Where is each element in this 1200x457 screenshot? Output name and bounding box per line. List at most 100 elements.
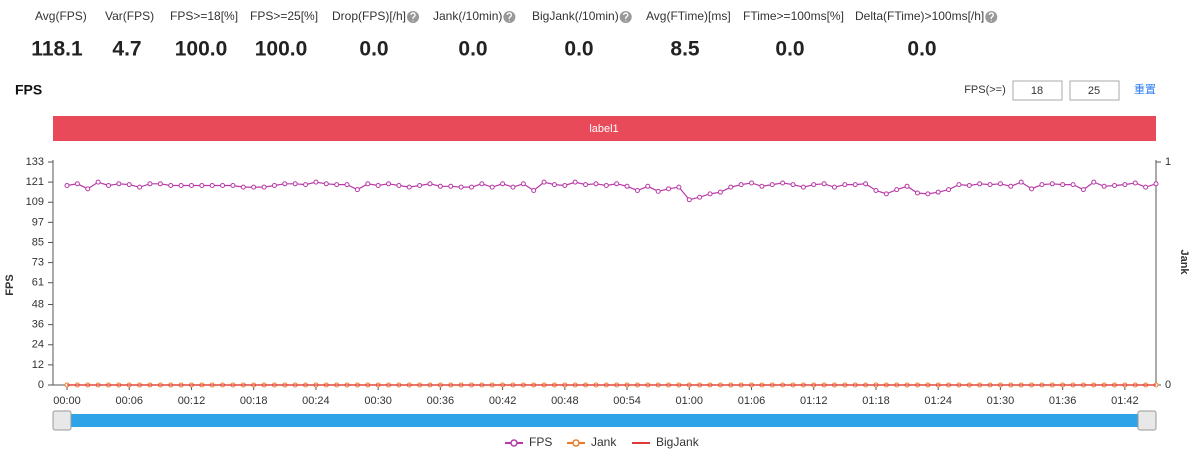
data-point	[977, 181, 983, 187]
y2-tick-label: 1	[1165, 156, 1171, 168]
data-point	[1122, 182, 1128, 188]
data-point	[126, 182, 132, 188]
slider-handle[interactable]	[1137, 410, 1157, 431]
metric-label: Jank(/10min)	[433, 9, 502, 23]
help-icon-glyph	[988, 12, 994, 22]
data-point	[354, 187, 360, 193]
data-point	[137, 184, 143, 190]
data-point	[697, 194, 703, 200]
data-point	[313, 179, 319, 185]
metric-value: 0.0	[775, 38, 804, 61]
data-point	[593, 181, 599, 187]
x-tick-label: 01:42	[1111, 395, 1139, 407]
data-point	[458, 184, 464, 190]
data-point	[1091, 179, 1097, 185]
series-line	[66, 181, 1157, 201]
data-point	[105, 182, 111, 188]
x-tick-label: 00:06	[115, 395, 143, 407]
y-tick-label: 0	[38, 379, 44, 391]
data-point	[738, 182, 744, 188]
data-point	[780, 180, 786, 186]
data-point	[251, 184, 257, 190]
data-point	[386, 181, 392, 187]
data-point	[188, 182, 194, 188]
x-tick-label: 00:36	[427, 395, 455, 407]
data-point	[863, 181, 869, 187]
metric-label: Var(FPS)	[105, 9, 154, 23]
data-point	[375, 182, 381, 188]
data-point	[64, 182, 70, 188]
x-tick-label: 00:24	[302, 395, 330, 407]
data-point	[1029, 186, 1035, 192]
y-tick-label: 73	[32, 257, 44, 269]
zoom-slider[interactable]	[53, 414, 1156, 427]
data-point	[1112, 182, 1118, 188]
data-point	[894, 187, 900, 193]
data-point	[676, 184, 682, 190]
y-tick-label: 121	[26, 176, 44, 188]
help-icon-glyph	[410, 12, 416, 22]
reset-link[interactable]: 重置	[1134, 82, 1156, 96]
data-point	[769, 182, 775, 188]
data-point	[323, 181, 329, 187]
data-point	[562, 182, 568, 188]
data-point	[479, 181, 485, 187]
data-point	[873, 188, 879, 194]
legend-label: Jank	[591, 435, 617, 449]
data-point	[334, 182, 340, 188]
legend-label: BigJank	[656, 435, 700, 449]
data-point	[199, 182, 205, 188]
y-axis-title: FPS	[4, 274, 16, 295]
data-point	[666, 186, 672, 192]
y-tick-label: 85	[32, 236, 44, 248]
metric-value: 0.0	[458, 38, 487, 61]
data-point	[821, 181, 827, 187]
slider-handle[interactable]	[52, 410, 72, 431]
metric-value: 118.1	[31, 38, 83, 61]
data-point	[935, 189, 941, 195]
data-point	[1153, 181, 1159, 187]
data-point	[1018, 179, 1024, 185]
data-point	[759, 183, 765, 189]
data-point	[1008, 183, 1014, 189]
threshold-input[interactable]	[1012, 80, 1063, 101]
data-point	[541, 179, 547, 185]
x-tick-label: 01:06	[738, 395, 766, 407]
data-point	[1080, 187, 1086, 193]
data-point	[147, 181, 153, 187]
y-tick-label: 109	[26, 196, 44, 208]
data-point	[811, 182, 817, 188]
data-point	[717, 189, 723, 195]
data-point	[157, 181, 163, 187]
data-point	[966, 182, 972, 188]
data-point	[1070, 182, 1076, 188]
data-point	[448, 183, 454, 189]
data-point	[603, 182, 609, 188]
legend-marker	[510, 439, 518, 447]
x-tick-label: 00:48	[551, 395, 579, 407]
data-point	[406, 184, 412, 190]
x-tick-label: 00:30	[364, 395, 392, 407]
metric-value: 0.0	[564, 38, 593, 61]
x-tick-label: 00:54	[613, 395, 641, 407]
y-tick-label: 97	[32, 216, 44, 228]
data-point	[303, 182, 309, 188]
threshold-input[interactable]	[1069, 80, 1120, 101]
data-point	[997, 181, 1003, 187]
data-point	[95, 179, 101, 185]
y2-axis-title: Jank	[1178, 249, 1190, 275]
metric-value: 100.0	[175, 38, 228, 61]
data-point	[168, 182, 174, 188]
data-point	[800, 184, 806, 190]
x-tick-label: 01:36	[1049, 395, 1077, 407]
data-point	[240, 184, 246, 190]
threshold-value: 18	[1031, 85, 1043, 97]
data-point	[510, 184, 516, 190]
data-point	[230, 182, 236, 188]
data-point	[85, 186, 91, 192]
data-point	[852, 182, 858, 188]
data-point	[220, 182, 226, 188]
data-point	[925, 191, 931, 197]
x-tick-label: 00:00	[53, 395, 81, 407]
